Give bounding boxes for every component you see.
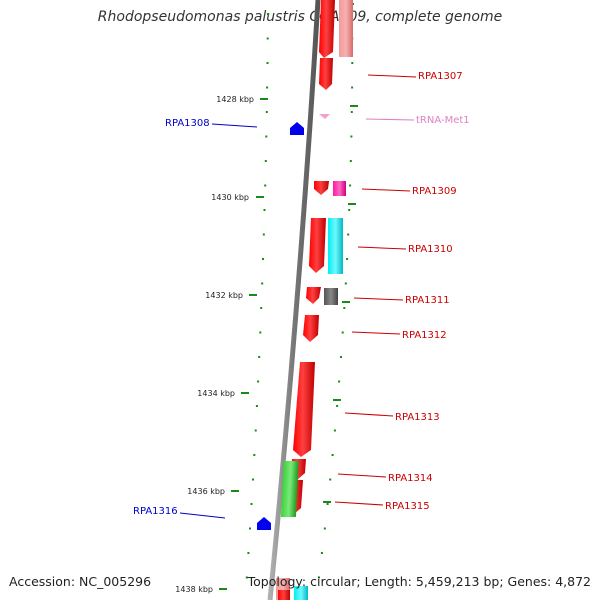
track-dot [340, 356, 342, 358]
track-dot [265, 135, 268, 138]
scale-label: 1438 kbp [175, 585, 213, 594]
scale-track-dots [245, 13, 269, 579]
gene-green[interactable] [280, 461, 299, 517]
genome-backbone [267, 0, 321, 600]
track-dot [266, 62, 269, 64]
gene-label-rpa1315[interactable]: RPA1315 [385, 501, 430, 512]
track-dot [261, 282, 264, 285]
track-dot [266, 13, 269, 15]
track-dot [338, 380, 341, 383]
track-dot [348, 209, 351, 211]
gene-cyan-bottom[interactable] [294, 586, 308, 600]
gene-label-rpa1309[interactable]: RPA1309 [412, 186, 457, 197]
gene-label-rpa1316[interactable]: RPA1316 [133, 506, 178, 517]
gene-rpa1313[interactable] [293, 362, 315, 457]
gene-gray[interactable] [324, 288, 338, 305]
track-dot [260, 307, 263, 309]
track-dot [266, 86, 269, 89]
track-dot [344, 282, 347, 285]
track-dot [323, 527, 326, 530]
track-dot [262, 258, 264, 260]
gene-label-rpa1314[interactable]: RPA1314 [388, 473, 433, 484]
gene-label-rpa1308[interactable]: RPA1308 [165, 118, 210, 129]
track-dot [350, 135, 353, 138]
gene-label-rpa1310[interactable]: RPA1310 [408, 244, 453, 255]
map-title: Rhodopseudomonas palustris CGA009, compl… [97, 9, 503, 25]
track-dot [341, 331, 344, 334]
scale-label: 1428 kbp [216, 95, 254, 104]
gene-label-rpa1313[interactable]: RPA1313 [395, 412, 440, 423]
track-dot [245, 576, 248, 579]
track-dot [247, 552, 250, 554]
track-dot [249, 527, 251, 530]
track-dot [252, 478, 254, 481]
track-dot [258, 356, 261, 358]
track-dot [255, 405, 258, 407]
track-dot [326, 503, 329, 505]
gene-label-rpa1307[interactable]: RPA1307 [418, 71, 463, 82]
track-dot [266, 37, 269, 40]
track-dot [263, 209, 266, 211]
track-dot [349, 160, 352, 162]
gene-rpa1308[interactable] [290, 122, 304, 135]
scale-ticks: 1428 kbp 1430 kbp 1432 kbp 1434 kbp 1436… [175, 95, 268, 594]
gene-magenta[interactable] [333, 181, 346, 196]
label-leaders [179, 74, 417, 519]
track-dot [351, 86, 354, 89]
gene-label-trna-met1[interactable]: tRNA-Met1 [416, 115, 470, 126]
gene-pink-top[interactable] [339, 0, 353, 57]
track-dot [351, 62, 354, 64]
gene-rpa1309[interactable] [314, 181, 329, 195]
gene-rpa1306-forward[interactable] [319, 0, 335, 58]
scale-label: 1432 kbp [205, 291, 243, 300]
gene-rpa1310[interactable] [309, 218, 326, 273]
track-dot [320, 552, 323, 554]
track-dot [265, 111, 268, 113]
track-dot [346, 258, 349, 260]
gene-trna-met1[interactable] [319, 114, 330, 119]
track-dot [253, 454, 256, 456]
gene-label-rpa1312[interactable]: RPA1312 [402, 330, 447, 341]
track-dot [264, 160, 267, 162]
track-dot [349, 184, 352, 187]
accession-label: Accession: NC_005296 [9, 574, 152, 589]
track-dot [350, 111, 353, 113]
track-dot [254, 429, 257, 432]
scale-label: 1436 kbp [187, 487, 225, 496]
track-dot [264, 184, 267, 187]
gene-label-group: RPA1307 tRNA-Met1 RPA1308 RPA1309 RPA131… [133, 71, 470, 517]
track-dot [343, 307, 346, 309]
genome-summary: Topology: circular; Length: 5,459,213 bp… [247, 574, 591, 589]
gene-label-rpa1311[interactable]: RPA1311 [405, 295, 450, 306]
track-dot [257, 380, 260, 383]
track-dot [347, 233, 350, 236]
gene-red-bottom[interactable] [278, 590, 290, 600]
gene-rpa1307[interactable] [319, 58, 333, 90]
track-dot [317, 576, 320, 579]
track-dot [250, 503, 253, 505]
scale-label: 1434 kbp [197, 389, 235, 398]
track-dot [333, 429, 336, 432]
gene-features [257, 0, 353, 600]
gene-rpa1312[interactable] [303, 315, 319, 342]
gene-cyan[interactable] [328, 218, 343, 274]
scale-label: 1430 kbp [211, 193, 249, 202]
track-dot [262, 233, 265, 236]
track-dot [336, 405, 339, 407]
track-dot [331, 454, 334, 456]
track-dot [259, 331, 262, 334]
gene-rpa1311[interactable] [306, 287, 321, 304]
track-dot [329, 478, 332, 481]
gene-rpa1316[interactable] [257, 517, 271, 530]
